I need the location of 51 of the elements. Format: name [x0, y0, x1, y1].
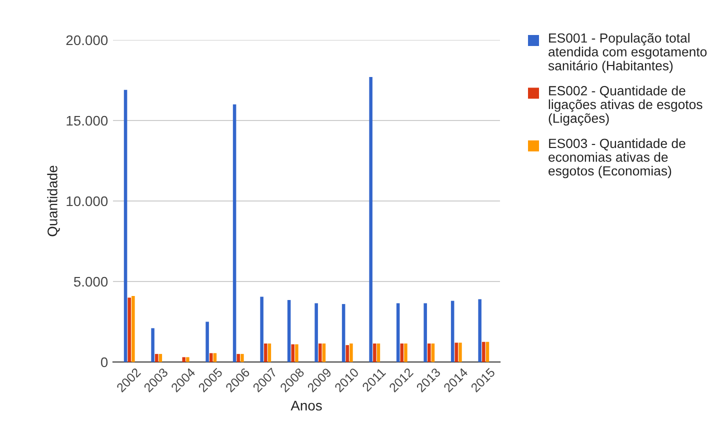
bar [268, 343, 272, 362]
bar [350, 343, 353, 362]
bar [322, 343, 326, 362]
bar [213, 353, 217, 362]
bar [236, 354, 240, 362]
bar [132, 296, 135, 362]
y-tick-label: 20.000 [66, 35, 108, 46]
bar [458, 342, 462, 362]
bar [206, 322, 209, 362]
bar [454, 342, 458, 362]
bar [342, 304, 346, 362]
bar [400, 343, 404, 362]
y-tick-label: 5.000 [74, 276, 108, 287]
bar [291, 344, 295, 362]
bar [404, 343, 408, 362]
bar [124, 90, 128, 362]
legend-label: ES003 - Quantidade de economias ativas de esgotos (Economias) [548, 138, 686, 178]
bar [450, 300, 454, 362]
bar [314, 303, 318, 362]
y-tick-label: 10.000 [66, 196, 108, 206]
bar [151, 328, 154, 362]
bar [373, 343, 376, 362]
bar [186, 357, 190, 362]
bar [424, 303, 427, 362]
bar [158, 354, 162, 362]
x-axis-title: Anos [290, 400, 322, 411]
bar [295, 344, 298, 362]
bar [428, 343, 431, 362]
bar [478, 299, 482, 362]
bar [260, 296, 264, 362]
bar [232, 104, 236, 362]
legend-label: ES002 - Quantidade de ligações ativas de esgotos (Ligações) [548, 86, 702, 126]
bar [376, 343, 380, 362]
bar [154, 354, 158, 362]
bar [128, 298, 131, 362]
bar [264, 343, 268, 362]
bar [346, 345, 350, 362]
bar [396, 303, 400, 362]
bar [486, 342, 490, 362]
bar [318, 343, 322, 362]
bar [369, 77, 372, 362]
legend-label: ES001 - População total atendida com esgotamento sanitário (Habitantes) [548, 33, 707, 73]
y-tick-label: 15.000 [66, 116, 108, 126]
y-tick-label: 0 [100, 357, 108, 368]
bar [182, 357, 186, 362]
bar [240, 354, 244, 362]
bar [482, 342, 486, 362]
y-axis-title: Quantidade [47, 166, 60, 236]
bar [431, 343, 435, 362]
bar [287, 300, 291, 362]
bar [209, 353, 213, 362]
